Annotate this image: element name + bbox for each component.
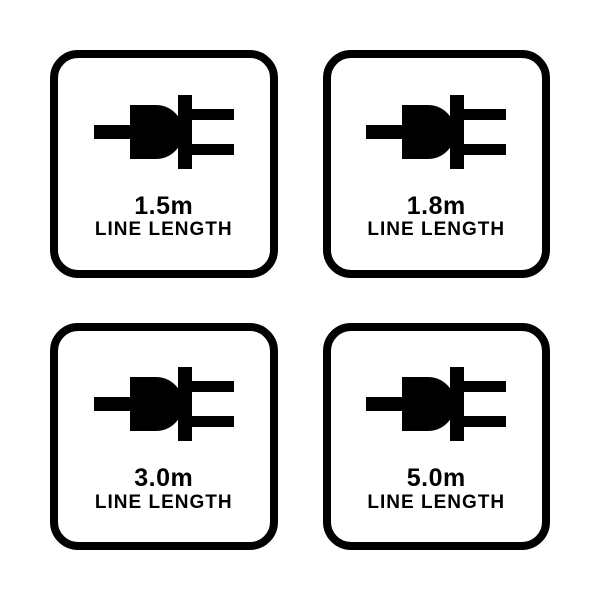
line-length-badge: 5.0m LINE LENGTH — [323, 323, 551, 551]
length-value: 5.0m — [367, 465, 505, 493]
plug-icon — [63, 87, 265, 177]
plug-icon — [336, 87, 538, 177]
length-value: 1.5m — [95, 193, 233, 221]
plug-icon — [336, 359, 538, 449]
line-length-badge: 1.5m LINE LENGTH — [50, 50, 278, 278]
badge-text: 3.0m LINE LENGTH — [95, 465, 233, 513]
length-label: LINE LENGTH — [367, 220, 505, 241]
badge-text: 1.8m LINE LENGTH — [367, 193, 505, 241]
line-length-badge: 1.8m LINE LENGTH — [323, 50, 551, 278]
length-value: 1.8m — [367, 193, 505, 221]
badge-text: 1.5m LINE LENGTH — [95, 193, 233, 241]
length-value: 3.0m — [95, 465, 233, 493]
line-length-badge: 3.0m LINE LENGTH — [50, 323, 278, 551]
length-label: LINE LENGTH — [367, 493, 505, 514]
length-label: LINE LENGTH — [95, 220, 233, 241]
badge-text: 5.0m LINE LENGTH — [367, 465, 505, 513]
plug-icon — [63, 359, 265, 449]
length-label: LINE LENGTH — [95, 493, 233, 514]
